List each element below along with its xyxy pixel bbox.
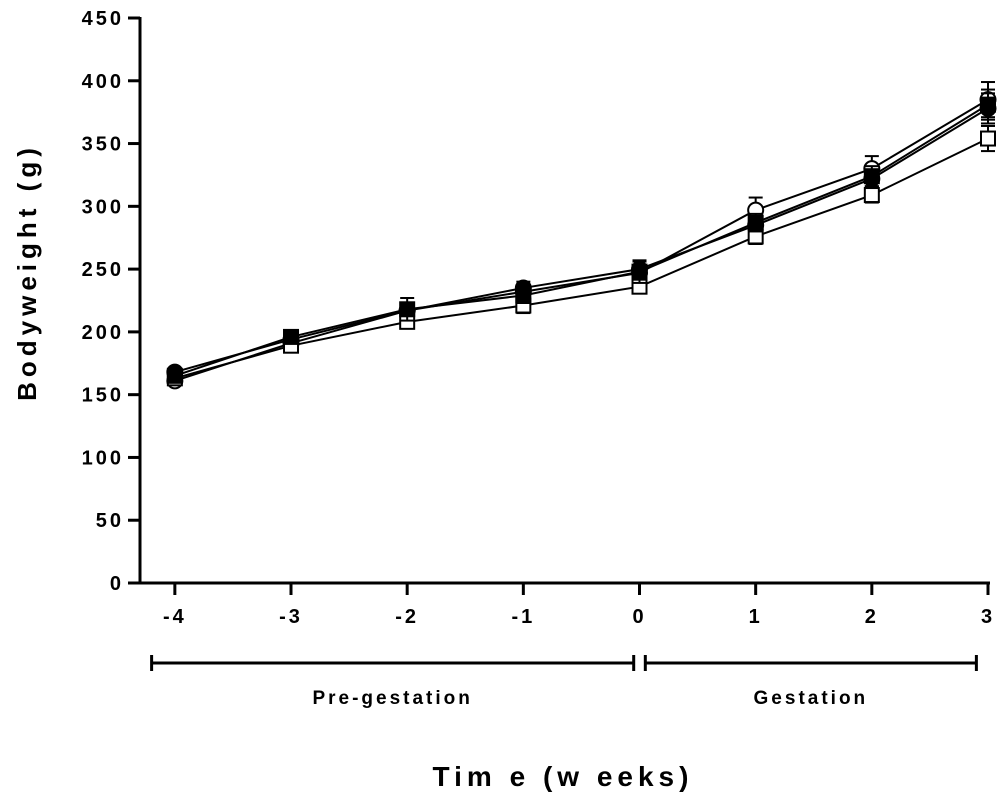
- y-tick-label: 0: [110, 573, 124, 595]
- data-point: [980, 130, 996, 147]
- x-tick-label: 2: [865, 606, 879, 628]
- series-layer: [166, 81, 997, 390]
- series-line: [174, 137, 989, 380]
- y-tick-label: 400: [82, 71, 124, 93]
- data-point: [283, 328, 300, 345]
- data-point: [863, 168, 880, 185]
- data-point: [399, 301, 416, 318]
- series-line: [174, 103, 989, 377]
- x-tick-label: -3: [279, 606, 303, 628]
- series-line: [174, 98, 989, 382]
- x-axis-label: Tim e (w eeks): [433, 761, 694, 792]
- y-tick-label: 50: [96, 510, 124, 532]
- y-tick-label: 150: [82, 385, 124, 407]
- phase-gestation: Gestation: [643, 655, 978, 709]
- x-tick-label: 0: [632, 606, 646, 628]
- y-axis-label: Bodyweight (g): [12, 143, 42, 401]
- data-point: [631, 263, 648, 280]
- phase-brackets: Pre-gestation Gestation: [150, 655, 978, 709]
- data-point: [747, 214, 764, 231]
- y-tick-label: 300: [82, 196, 124, 218]
- data-point: [863, 187, 880, 204]
- y-tick-label: 100: [82, 447, 124, 469]
- data-point: [515, 287, 532, 304]
- axes: 0 50 100 150 200 250 300 350 400 450 -4 -3 -2 -1 0 1 2 3: [82, 8, 995, 628]
- x-tick-label: 3: [981, 606, 995, 628]
- x-tick-label: -4: [163, 606, 187, 628]
- x-tick-label: -1: [511, 606, 535, 628]
- phase-label: Pre-gestation: [312, 688, 472, 709]
- series-filled-square: [166, 88, 996, 384]
- x-tick-label: 1: [749, 606, 763, 628]
- phase-label: Gestation: [754, 688, 869, 709]
- series-line: [174, 107, 989, 374]
- phase-pre-gestation: Pre-gestation: [150, 655, 636, 709]
- data-point: [980, 96, 996, 113]
- data-point: [166, 367, 183, 384]
- y-tick-label: 450: [82, 8, 124, 30]
- x-tick-label: -2: [395, 606, 419, 628]
- y-tick-label: 200: [82, 322, 124, 344]
- y-tick-label: 250: [82, 259, 124, 281]
- y-tick-label: 350: [82, 134, 124, 156]
